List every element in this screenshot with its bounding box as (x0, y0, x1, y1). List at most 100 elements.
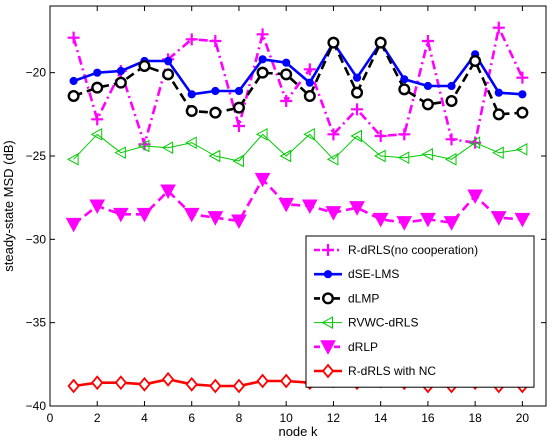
data-point (185, 136, 197, 150)
legend-swatch-marker (321, 316, 333, 329)
data-point (254, 172, 271, 188)
data-point (256, 127, 268, 141)
data-point (162, 68, 175, 81)
data-point (396, 216, 413, 231)
data-point (138, 60, 151, 73)
data-point (137, 139, 150, 153)
data-point (67, 378, 80, 394)
x-tick-label: 12 (327, 411, 341, 425)
x-tick-label: 6 (188, 411, 195, 425)
y-tick-label: −40 (26, 399, 47, 413)
data-point (116, 66, 125, 76)
data-point (232, 120, 245, 132)
legend-swatch-marker (320, 340, 336, 355)
data-point (349, 201, 365, 216)
axes-frame (49, 5, 547, 407)
data-point (114, 146, 126, 160)
data-point (516, 106, 529, 119)
data-point (374, 130, 387, 142)
data-point (93, 68, 102, 77)
data-point (468, 136, 481, 150)
x-tick-label: 0 (47, 411, 54, 425)
axes-box (49, 5, 547, 407)
data-point (232, 154, 244, 168)
data-point (303, 63, 316, 76)
y-tick-label: −20 (26, 66, 47, 80)
data-point (280, 373, 293, 389)
data-point (303, 127, 315, 141)
legend-swatch-marker (323, 270, 333, 279)
data-point (69, 76, 78, 86)
data-point (515, 142, 528, 156)
legend-label: dRLP (348, 340, 378, 354)
legend: R-dRLS(no cooperation) dSE-LMS dLMP RVWC-dR… (305, 235, 535, 388)
data-point (183, 207, 200, 223)
data-point (232, 101, 245, 114)
data-point (282, 58, 291, 67)
ticks-layer: 0 2 4 6 8 10 12 14 16 18 20 −40 −35 −30 −25 −20 (26, 6, 546, 425)
data-point (514, 212, 531, 228)
legend-label: R-dRLS with NC (348, 364, 436, 378)
data-point (423, 81, 433, 91)
series-5 (65, 172, 531, 233)
data-point (327, 128, 340, 141)
legend-swatch-marker (321, 363, 335, 379)
legend-label: dLMP (348, 291, 379, 305)
data-point (187, 90, 196, 99)
data-point (398, 83, 411, 96)
data-point (490, 211, 507, 226)
legend-box (305, 235, 535, 388)
data-point (67, 31, 80, 44)
data-point (374, 36, 387, 49)
data-point (445, 94, 458, 107)
data-point (185, 376, 198, 392)
data-point (89, 199, 106, 215)
data-point (447, 81, 456, 91)
x-tick-label: 4 (141, 411, 148, 425)
data-point (421, 35, 434, 47)
x-tick-label: 2 (94, 411, 101, 425)
data-point (138, 138, 151, 151)
legend-label: dSE-LMS (348, 267, 399, 281)
data-point (207, 211, 224, 226)
data-point (234, 86, 244, 96)
data-point (420, 212, 436, 228)
legend-label: RVWC-dRLS (348, 316, 418, 330)
x-tick-label: 18 (468, 411, 482, 425)
x-tick-label: 8 (236, 411, 243, 425)
data-point (209, 35, 222, 47)
data-point (469, 55, 482, 68)
data-point (90, 127, 103, 141)
data-point (113, 207, 129, 223)
data-point (114, 375, 128, 391)
data-point (114, 76, 127, 89)
data-point (351, 103, 364, 116)
x-tick-label: 10 (280, 411, 294, 425)
data-point (232, 378, 246, 394)
data-point (492, 108, 505, 121)
data-point (161, 141, 174, 155)
data-point (518, 90, 527, 99)
data-point (280, 95, 293, 107)
data-point (303, 89, 316, 102)
data-point (163, 56, 173, 66)
data-point (256, 28, 269, 41)
data-point (208, 149, 221, 163)
data-point (492, 21, 505, 34)
data-point (326, 152, 339, 166)
data-point (65, 217, 82, 233)
data-point (209, 378, 222, 394)
y-tick-label: −35 (26, 316, 47, 330)
data-point (185, 104, 198, 117)
series-4 (67, 127, 528, 168)
data-point (278, 197, 295, 213)
data-point (516, 71, 529, 84)
y-tick-label: −30 (26, 232, 47, 246)
data-point (350, 129, 363, 143)
data-point (136, 207, 153, 223)
data-point (443, 216, 460, 231)
data-point (161, 371, 175, 387)
data-point (91, 81, 104, 94)
data-point (280, 68, 293, 81)
